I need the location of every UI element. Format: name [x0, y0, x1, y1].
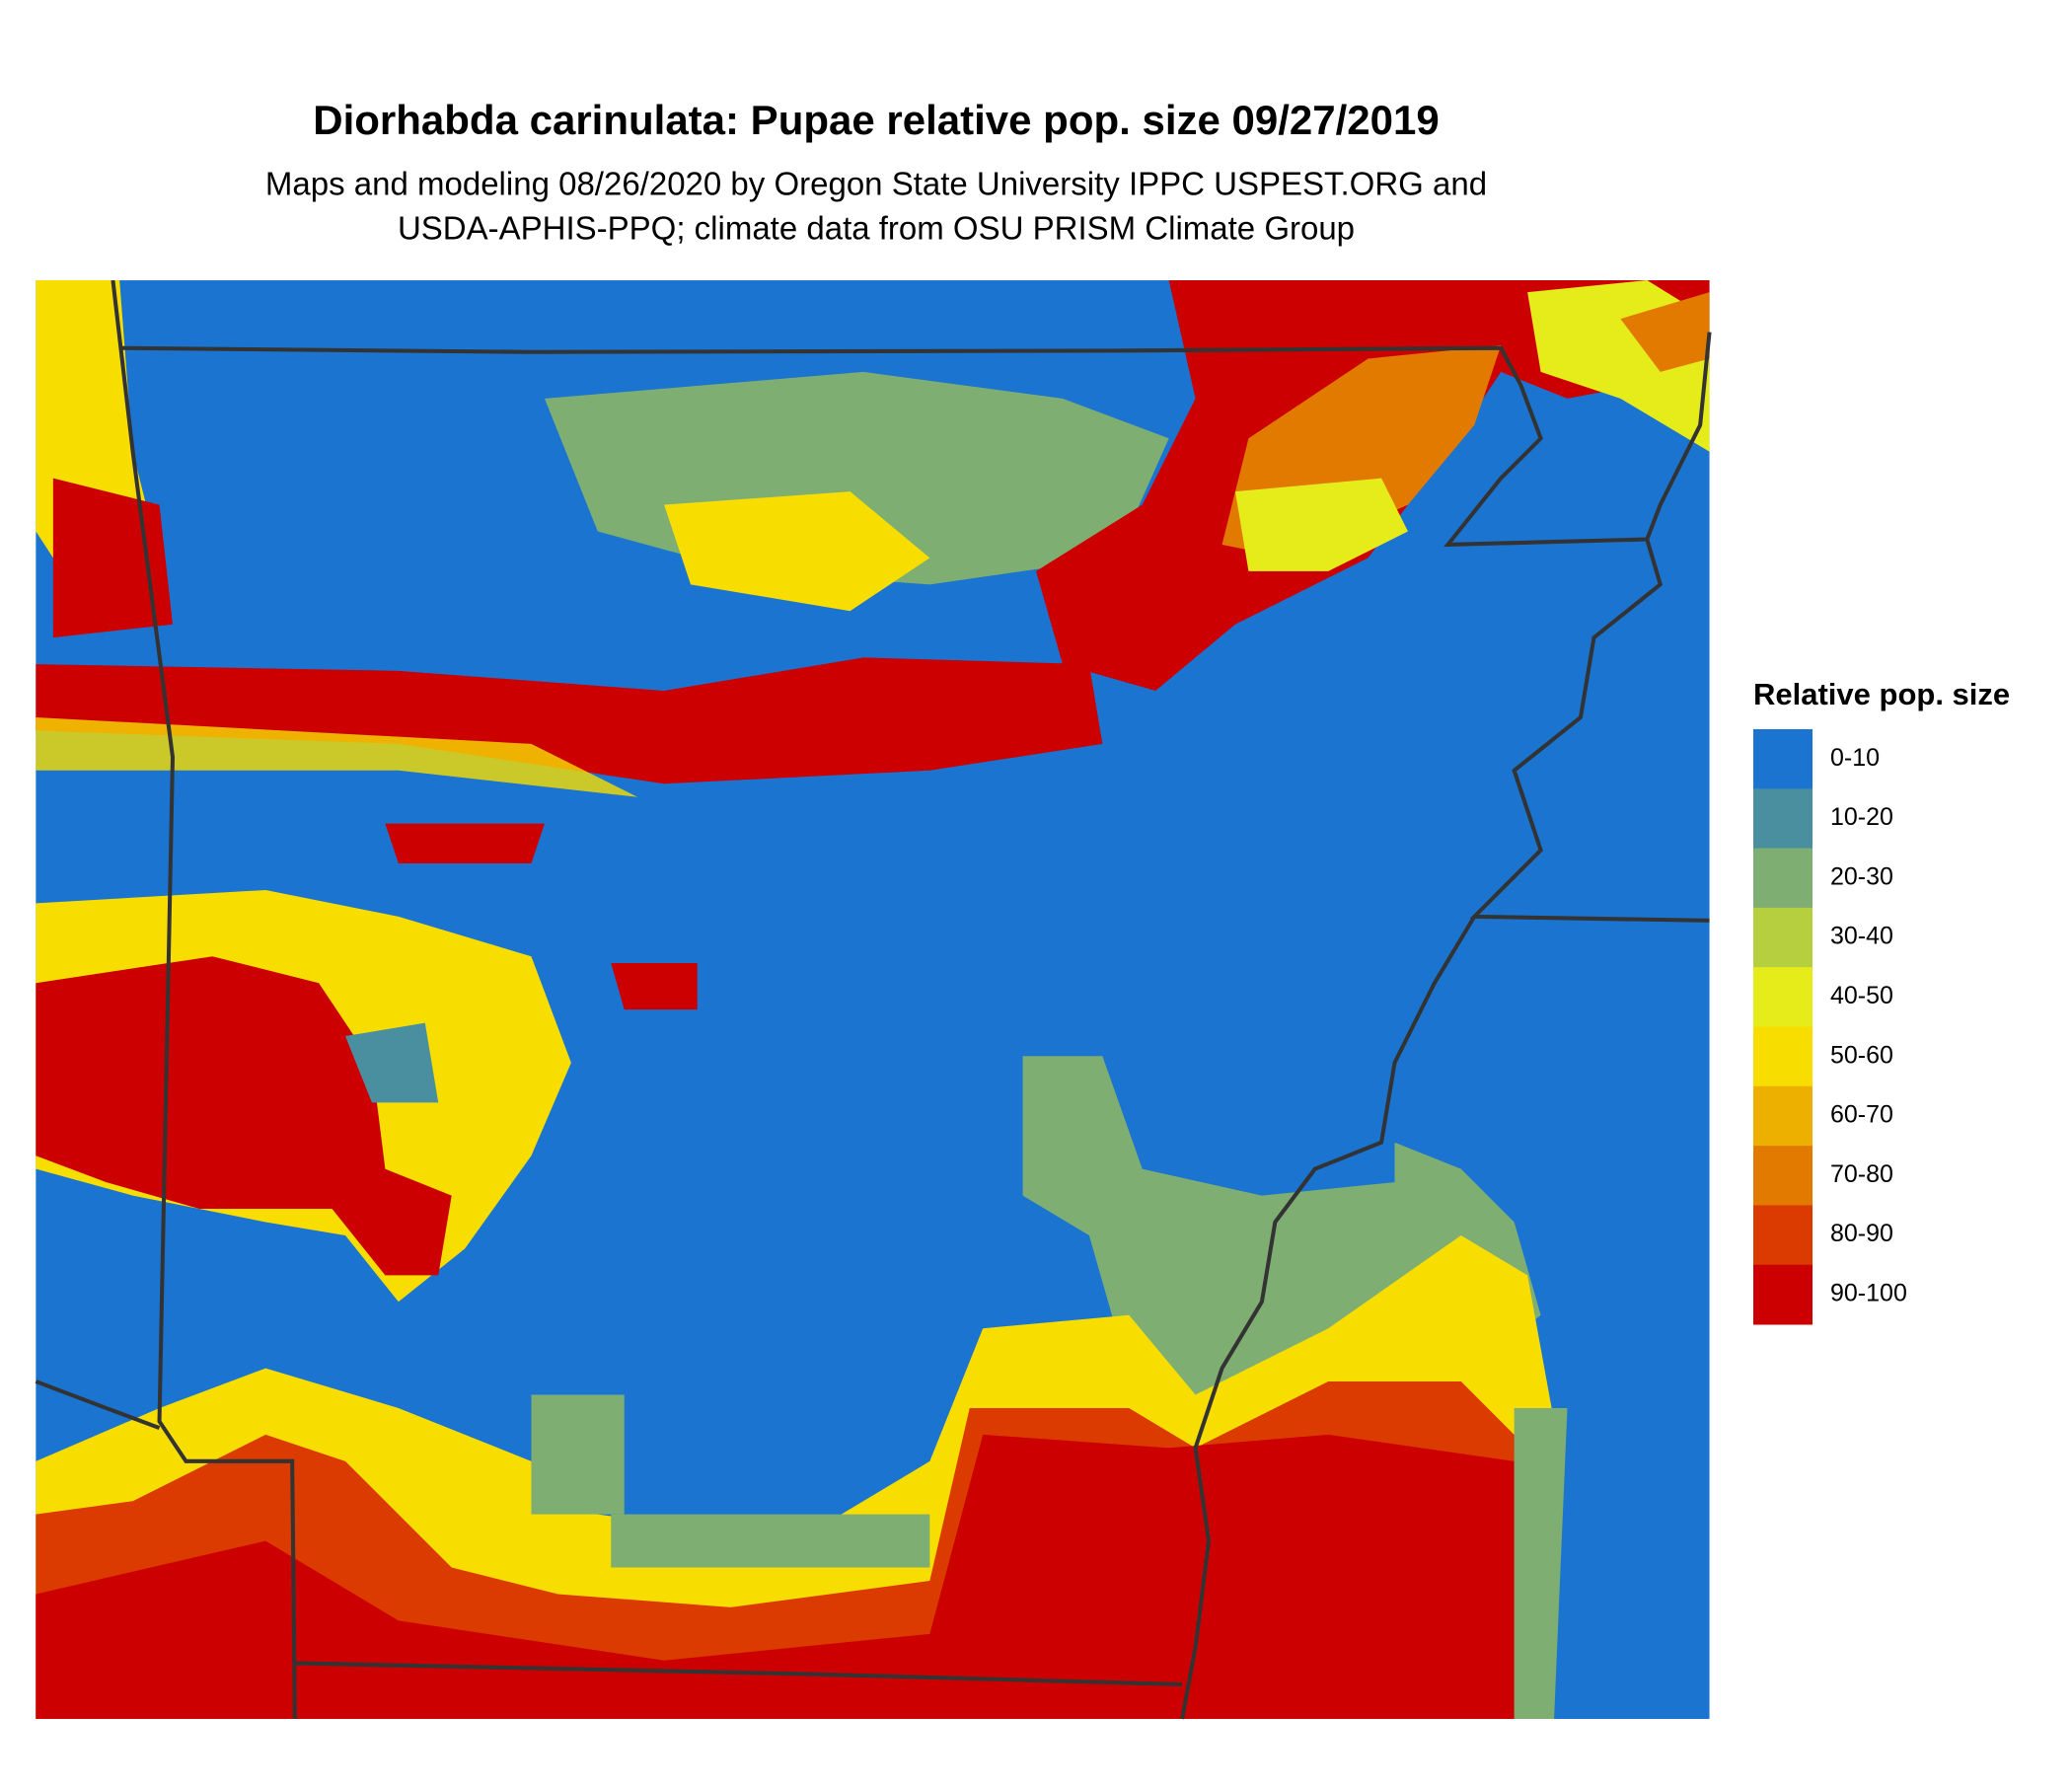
- legend-swatch: [1753, 1205, 1813, 1266]
- region: [664, 491, 930, 612]
- legend-label: 10-20: [1830, 803, 1893, 831]
- region: [611, 1514, 930, 1568]
- legend-swatch: [1753, 788, 1813, 850]
- legend-label: 20-30: [1830, 862, 1893, 890]
- region: [36, 657, 1103, 784]
- map-subtitle: Maps and modeling 08/26/2020 by Oregon S…: [265, 166, 1487, 202]
- region: [345, 1022, 439, 1103]
- legend-swatch: [1753, 1085, 1813, 1147]
- legend-label: 50-60: [1830, 1041, 1893, 1069]
- map-title: Diorhabda carinulata: Pupae relative pop…: [313, 97, 1439, 143]
- legend: 0-10 10-20 20-30 30-40 40-50 50-60 60-70 70-80 8…: [1753, 729, 1907, 1325]
- state-border: [111, 279, 297, 1720]
- legend-label: 60-70: [1830, 1101, 1893, 1129]
- legend-swatch: [1753, 967, 1813, 1027]
- legend-label: 30-40: [1830, 923, 1893, 950]
- state-border: [1469, 538, 1710, 923]
- legend-label: 0-10: [1830, 744, 1880, 772]
- legend-swatch: [1753, 1026, 1813, 1087]
- map-raster: [35, 279, 1712, 1720]
- region: [1234, 478, 1408, 571]
- legend-label: 70-80: [1830, 1160, 1893, 1188]
- state-border: [1180, 915, 1477, 1720]
- region: [611, 962, 698, 1010]
- legend-swatch: [1753, 1146, 1813, 1206]
- region: [385, 823, 545, 864]
- legend-title: Relative pop. size: [1753, 677, 2010, 711]
- legend-swatch: [1753, 907, 1813, 968]
- legend-label: 40-50: [1830, 982, 1893, 1009]
- region: [1514, 1407, 1568, 1719]
- legend-swatch: [1753, 729, 1813, 789]
- legend-swatch: [1753, 848, 1813, 909]
- state-border: [294, 1661, 1183, 1687]
- legend-label: 80-90: [1830, 1220, 1893, 1247]
- region: [531, 1394, 625, 1515]
- state-border: [119, 332, 1712, 548]
- map-subtitle: USDA-APHIS-PPQ; climate data from OSU PR…: [398, 210, 1355, 247]
- region: [36, 1434, 1515, 1719]
- region: [36, 716, 638, 797]
- legend-label: 90-100: [1830, 1279, 1907, 1306]
- state-border: [35, 1379, 161, 1431]
- legend-swatch: [1753, 1264, 1813, 1325]
- region: [1620, 292, 1710, 372]
